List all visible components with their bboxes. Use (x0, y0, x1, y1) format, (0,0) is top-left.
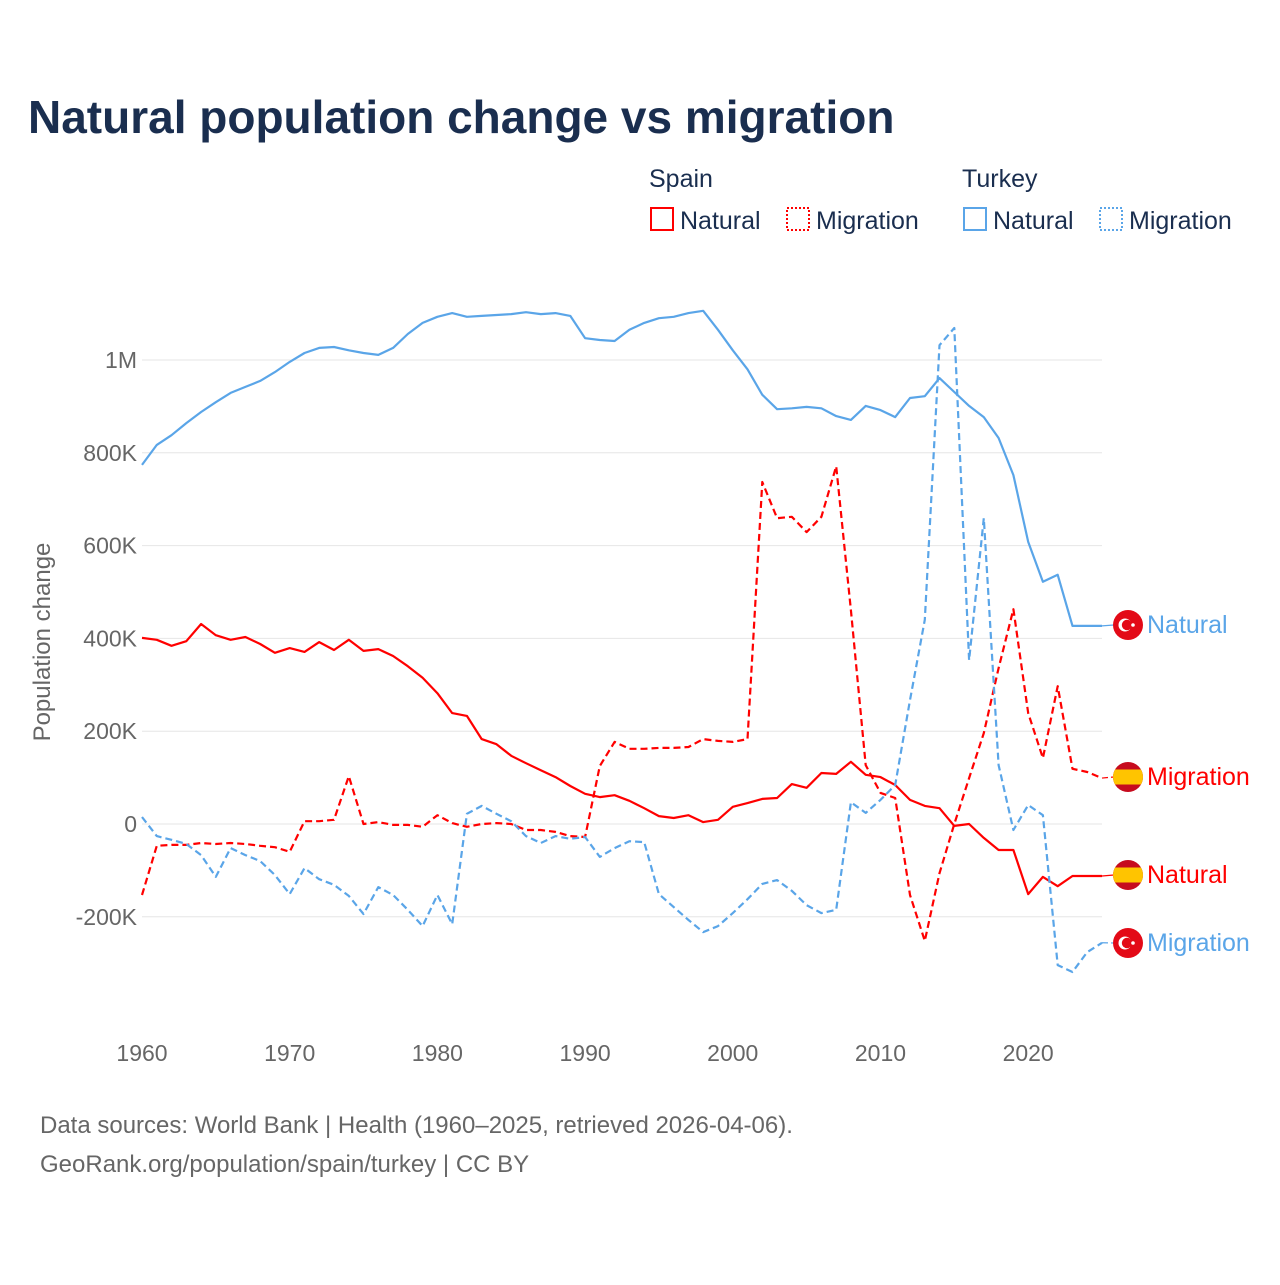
turkey-flag-icon (1113, 610, 1143, 640)
y-tick-label: 800K (83, 440, 137, 466)
gridlines (142, 360, 1102, 917)
end-label-turkey-natural: Natural (1147, 611, 1228, 639)
legend-swatch-spain-migration (787, 208, 809, 230)
series-line-turkey-natural (142, 311, 1102, 626)
footer-source: Data sources: World Bank | Health (1960–… (40, 1112, 793, 1139)
series-line-spain-natural (142, 624, 1102, 894)
end-label-spain-natural: Natural (1147, 861, 1228, 889)
x-tick-label: 1990 (559, 1040, 610, 1066)
legend-swatch-turkey-natural (964, 208, 986, 230)
end-label-connector (1102, 875, 1114, 876)
legend-label-turkey-natural[interactable]: Natural (993, 207, 1074, 235)
legend-label-turkey-migration[interactable]: Migration (1129, 207, 1232, 235)
end-labels: Natural Migration Natural Migration (1102, 610, 1250, 958)
footer-credit[interactable]: GeoRank.org/population/spain/turkey | CC… (40, 1151, 529, 1178)
y-axis: -200K 0 200K 400K 600K 800K 1M (76, 347, 138, 930)
x-axis: 1960 1970 1980 1990 2000 2010 2020 (116, 1040, 1053, 1066)
y-tick-label: 1M (105, 347, 137, 373)
y-tick-label: 400K (83, 625, 137, 651)
legend-label-spain-natural[interactable]: Natural (680, 207, 761, 235)
end-label-connector (1102, 777, 1114, 778)
x-tick-label: 2010 (855, 1040, 906, 1066)
turkey-flag-icon (1113, 928, 1143, 958)
x-tick-label: 1970 (264, 1040, 315, 1066)
spain-flag-icon (1113, 762, 1143, 792)
x-tick-label: 2000 (707, 1040, 758, 1066)
spain-flag-icon (1113, 860, 1143, 890)
legend-label-spain-migration[interactable]: Migration (816, 207, 919, 235)
end-label-spain-migration: Migration (1147, 763, 1250, 791)
end-label-turkey-migration: Migration (1147, 929, 1250, 957)
legend-swatch-turkey-migration (1100, 208, 1122, 230)
y-tick-label: 600K (83, 533, 137, 559)
series-lines (142, 311, 1102, 972)
x-tick-label: 1980 (412, 1040, 463, 1066)
legend-group-spain: Spain (649, 165, 713, 193)
y-tick-label: 200K (83, 718, 137, 744)
y-tick-label: 0 (124, 811, 137, 837)
x-tick-label: 1960 (116, 1040, 167, 1066)
y-tick-label: -200K (76, 904, 138, 930)
end-label-connector (1102, 625, 1114, 626)
chart-title: Natural population change vs migration (28, 91, 894, 143)
legend-swatch-spain-natural (651, 208, 673, 230)
legend: Spain Natural Migration Turkey Natural M… (649, 165, 1232, 235)
legend-group-turkey: Turkey (962, 165, 1038, 193)
y-axis-label: Population change (29, 543, 56, 742)
x-tick-label: 2020 (1003, 1040, 1054, 1066)
series-line-spain-migration (142, 466, 1102, 941)
